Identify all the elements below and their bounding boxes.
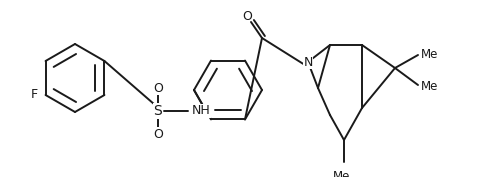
Text: Me: Me	[421, 79, 438, 93]
Text: NH: NH	[192, 104, 211, 118]
Text: O: O	[242, 10, 252, 24]
Text: F: F	[31, 88, 37, 101]
Text: Me: Me	[333, 170, 351, 177]
Text: O: O	[153, 81, 163, 95]
Text: O: O	[153, 127, 163, 141]
Text: Me: Me	[421, 47, 438, 61]
Text: S: S	[154, 104, 162, 118]
Text: N: N	[303, 56, 313, 68]
